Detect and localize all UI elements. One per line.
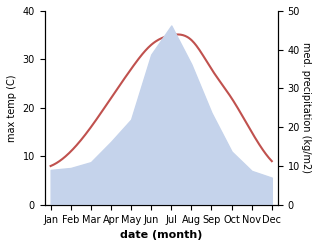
X-axis label: date (month): date (month) [120, 230, 203, 240]
Y-axis label: max temp (C): max temp (C) [7, 74, 17, 142]
Y-axis label: med. precipitation (kg/m2): med. precipitation (kg/m2) [301, 42, 311, 173]
